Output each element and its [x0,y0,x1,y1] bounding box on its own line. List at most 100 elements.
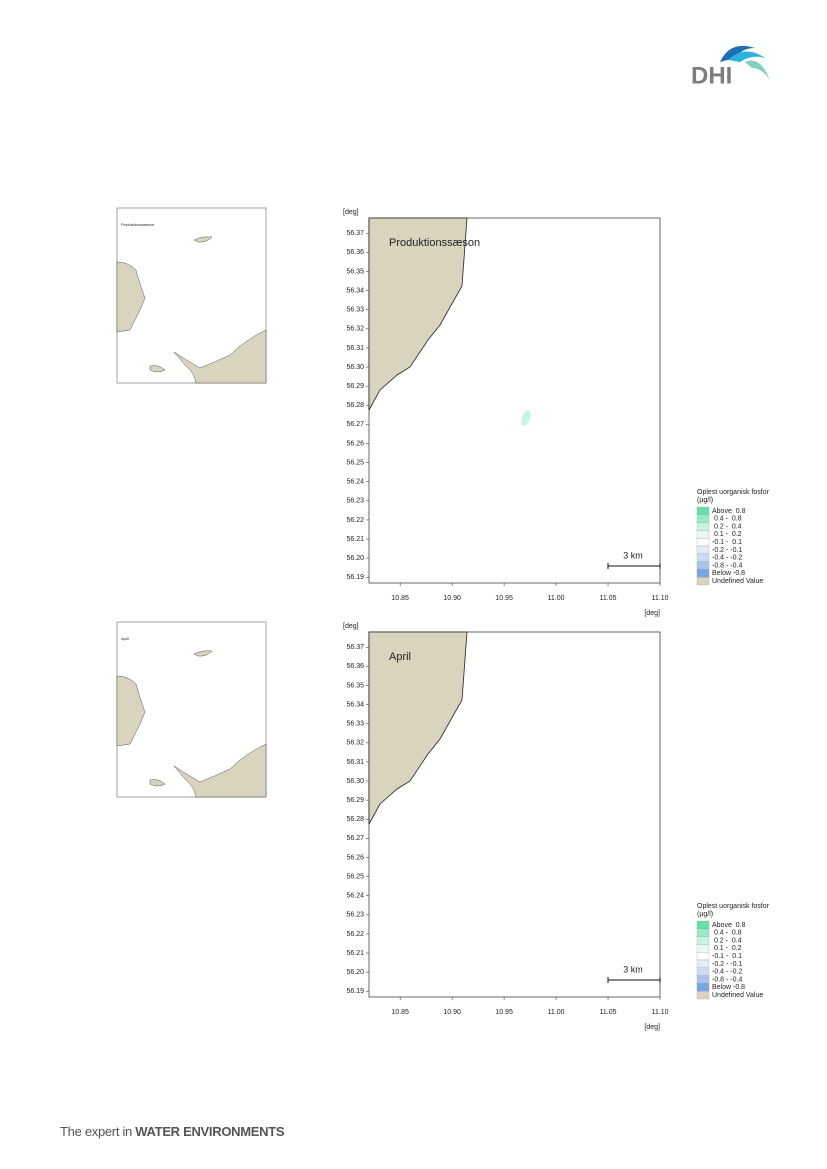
scale-bar [607,563,661,569]
legend-swatch [696,530,710,539]
legend-swatch [696,514,710,523]
y-tick-label: 56.28 [346,816,364,823]
logo-text: DHI [691,62,732,89]
legend-label: -0.2 - -0.1 [712,547,742,554]
legend-swatch [696,506,710,515]
y-tick-label: 56.19 [346,574,364,581]
y-unit: [deg] [343,209,359,216]
x-tick-label: 10.95 [495,1009,513,1016]
legend-label: -0.4 - -0.2 [712,969,742,976]
x-tick-label: 11.05 [600,595,617,602]
legend-label: -0.2 - -0.1 [712,961,742,968]
land [173,743,267,798]
land [368,217,468,411]
x-tick-label: 11.00 [548,595,565,602]
legend-label: 0.2 - 0.4 [712,937,742,944]
legend-swatch [696,920,710,929]
logo: DHI [691,45,770,89]
legend-label: Below -0.8 [712,570,745,577]
y-tick-label: 56.31 [346,345,364,352]
legend-title: Oplest uorganisk fosfor [697,903,770,910]
land [193,650,213,657]
y-tick-label: 56.30 [346,364,364,371]
y-tick-label: 56.31 [346,759,364,766]
legend-label: 0.1 - 0.2 [712,531,742,538]
land [368,631,468,825]
logo-wave [728,51,765,62]
legend-swatch [696,522,710,531]
y-tick-label: 56.21 [346,950,364,957]
legend-swatch [696,928,710,937]
y-tick-label: 56.19 [346,988,364,995]
map-label: April [389,651,411,663]
footer: The expert in WATER ENVIRONMENTS [60,1124,285,1139]
legend-label: Undefined Value [712,992,763,999]
y-tick-label: 56.24 [346,893,364,900]
y-tick-label: 56.28 [346,402,364,409]
footer-lead: The expert in [60,1124,132,1139]
y-tick-label: 56.25 [346,873,364,880]
y-tick-label: 56.32 [346,740,364,747]
scale-bar-label: 3 km [623,964,643,974]
legend-title: Oplest uorganisk fosfor [697,489,770,496]
legend-label: Above 0.8 [712,922,746,929]
map-label: Produktionssæson [389,237,480,249]
y-unit: [deg] [343,623,359,630]
y-tick-label: 56.22 [346,517,364,524]
legend-label: -0.8 - -0.4 [712,976,742,983]
legend-label: -0.8 - -0.4 [712,562,742,569]
y-tick-label: 56.32 [346,326,364,333]
legend-unit: (µg/l) [697,497,713,504]
y-tick-label: 56.25 [346,459,364,466]
overview-map: April [116,621,267,798]
legend-swatch [696,967,710,976]
y-tick-label: 56.23 [346,498,364,505]
y-tick-label: 56.35 [346,268,364,275]
scale-bar-label: 3 km [623,550,643,560]
legend-label: -0.1 - 0.1 [712,539,742,546]
x-unit: [deg] [644,1024,660,1031]
concentration-patch [521,410,531,426]
x-tick-label: 10.85 [391,1009,409,1016]
y-tick-label: 56.26 [346,854,364,861]
overview-label: April [121,636,129,641]
legend-label: 0.4 - 0.8 [712,516,742,523]
legend-swatch [696,991,710,1000]
y-tick-label: 56.33 [346,721,364,728]
y-tick-label: 56.27 [346,421,364,428]
legend-swatch [696,561,710,570]
scale-bar [607,977,661,983]
y-tick-label: 56.37 [346,230,364,237]
y-tick-label: 56.35 [346,682,364,689]
legend-swatch [696,553,710,562]
logo-wave [745,60,770,80]
y-tick-label: 56.37 [346,644,364,651]
overview-map: Produktionssæson [116,207,267,384]
y-tick-label: 56.33 [346,307,364,314]
x-unit: [deg] [644,610,660,617]
legend-swatch [696,577,710,586]
legend-label: -0.1 - 0.1 [712,953,742,960]
x-tick-label: 10.90 [443,1009,461,1016]
legend-label: Below -0.8 [712,984,745,991]
land [116,675,146,747]
legend-swatch [696,944,710,953]
y-tick-label: 56.21 [346,536,364,543]
legend-swatch [696,952,710,961]
land [193,236,213,243]
y-tick-label: 56.24 [346,479,364,486]
overview-label: Produktionssæson [121,222,154,227]
legend-label: 0.1 - 0.2 [712,945,742,952]
x-tick-label: 11.00 [548,1009,565,1016]
x-tick-label: 10.95 [495,595,513,602]
legend-swatch [696,983,710,992]
y-tick-label: 56.29 [346,797,364,804]
y-tick-label: 56.30 [346,778,364,785]
y-tick-label: 56.36 [346,249,364,256]
y-tick-label: 56.26 [346,440,364,447]
land [149,779,166,787]
legend-label: -0.4 - -0.2 [712,555,742,562]
legend-label: 0.2 - 0.4 [712,523,742,530]
